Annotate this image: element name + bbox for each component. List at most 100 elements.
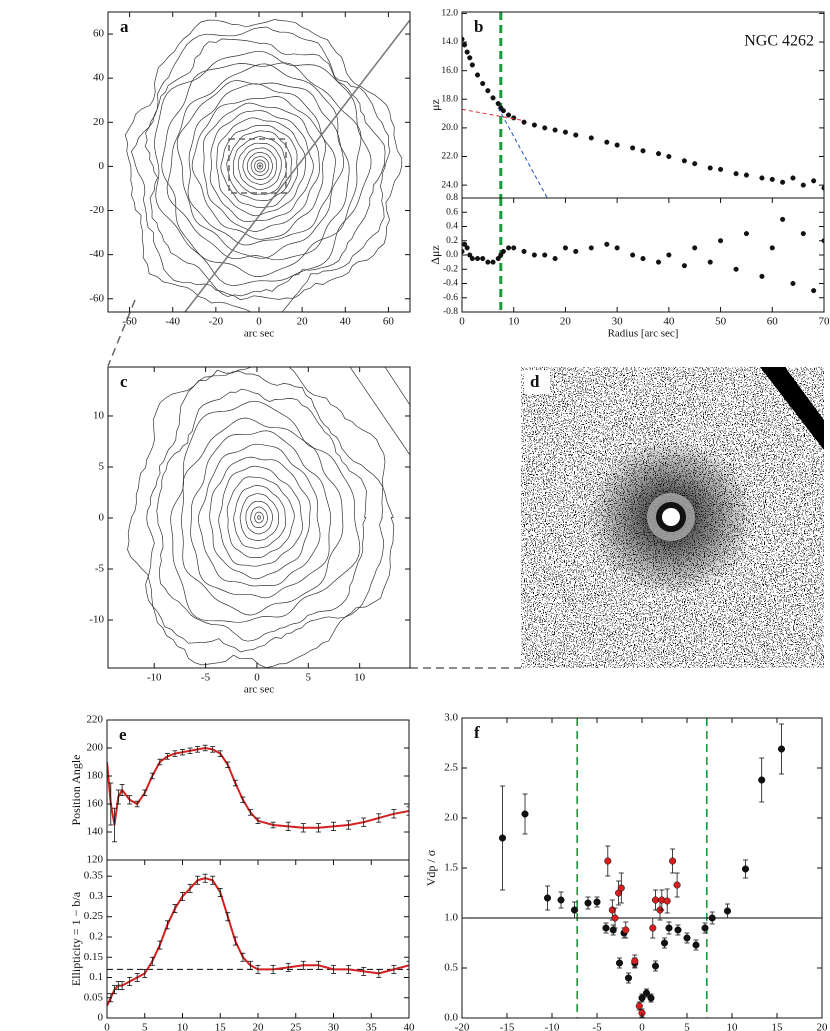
series-line: [107, 877, 409, 1007]
point: [707, 259, 713, 265]
contour: [254, 511, 264, 524]
point: [614, 142, 620, 148]
y-tick-label: -40: [89, 248, 104, 260]
point: [498, 834, 507, 842]
point: [800, 231, 806, 237]
y-tick-label: 20: [93, 116, 105, 128]
plot-area: [124, 19, 410, 312]
x-tick-label: 35: [366, 1022, 378, 1031]
contour: [254, 159, 266, 173]
x-tick-label: -10: [147, 672, 162, 684]
y-tick-label: 0.25: [84, 910, 104, 922]
panel: -60 -40 -20 0 20 40 60 -60 -40 -20 0 20 40 60 arc sec a: [89, 11, 411, 340]
point: [655, 151, 662, 157]
y-tick-label: -0.2: [443, 264, 458, 274]
panel-label: e: [119, 725, 127, 744]
x-tick-label: 30: [328, 1022, 340, 1031]
point: [615, 959, 624, 967]
frame: [107, 11, 411, 313]
x-tick-label: 40: [404, 1022, 416, 1031]
point: [640, 256, 646, 262]
y-tick-label: 160: [87, 798, 104, 810]
point: [743, 231, 749, 237]
point: [624, 974, 633, 982]
frame: [461, 197, 825, 313]
point: [649, 924, 657, 932]
y-tick-label: 24.0: [441, 180, 458, 190]
x-tick-label: 5: [684, 1022, 690, 1031]
y-axis-label: Vdp / σ: [424, 849, 438, 886]
point: [681, 158, 687, 164]
point: [584, 899, 592, 907]
y-tick-label: 2.5: [444, 762, 458, 774]
panel-label: b: [474, 17, 483, 36]
contour: [209, 456, 311, 580]
y-tick-label: 0.2: [89, 931, 103, 943]
x-tick-label: -15: [500, 1022, 515, 1031]
point: [604, 857, 612, 865]
x-tick-label: 15: [772, 1022, 784, 1031]
point: [604, 139, 610, 145]
point: [557, 896, 565, 904]
x-axis-label: arc sec: [244, 684, 274, 696]
point: [638, 994, 646, 1002]
point: [630, 252, 636, 258]
point: [701, 924, 709, 932]
contour: [156, 388, 367, 642]
contour: [187, 83, 336, 246]
y-axis-label: μz: [428, 99, 442, 111]
frame: [106, 859, 410, 1019]
x-tick-label: 0: [254, 672, 260, 684]
point: [741, 865, 750, 873]
x-tick-label: 70: [819, 316, 830, 328]
y-tick-label: 40: [93, 72, 105, 84]
point: [666, 252, 672, 258]
point: [683, 934, 691, 942]
point: [692, 161, 698, 167]
fit-line: [462, 108, 525, 122]
contour: [127, 367, 395, 668]
point: [531, 122, 537, 128]
y-tick-label: 0: [98, 1012, 104, 1024]
y-axis-label: Δμz: [428, 245, 442, 264]
point: [552, 127, 558, 133]
plot-area: [107, 873, 409, 1018]
point: [617, 884, 625, 892]
x-tick-label: -60: [122, 316, 137, 328]
point: [588, 135, 594, 141]
point: [462, 42, 468, 48]
slit: [184, 19, 410, 312]
y-tick-label: 0.05: [84, 991, 104, 1003]
y-tick-label: 140: [87, 826, 104, 838]
zoom-box: [228, 138, 287, 194]
y-tick-label: 0.6: [446, 207, 458, 217]
contour: [161, 62, 362, 277]
point: [562, 129, 568, 135]
point: [635, 1002, 643, 1010]
contour: [190, 430, 332, 599]
point: [521, 119, 527, 125]
point: [759, 175, 765, 181]
point: [692, 941, 700, 949]
point: [631, 957, 639, 965]
point: [666, 153, 672, 160]
point: [511, 245, 517, 251]
point: [640, 148, 646, 154]
point: [573, 132, 579, 138]
panel-label: d: [530, 372, 540, 391]
contour: [166, 63, 350, 261]
contour: [242, 147, 277, 185]
y-axis-label: Position Angle: [69, 754, 83, 825]
panel: 12.0 14.0 16.0 18.0 20.0 22.0 24.0 μz b NGC 4262: [428, 9, 825, 199]
y-tick-label: 180: [87, 770, 104, 782]
label-box: [524, 370, 550, 394]
contour: [191, 96, 326, 240]
y-tick-label: 120: [87, 854, 104, 866]
contour: [154, 50, 372, 286]
point: [467, 55, 473, 61]
y-tick-label: 0.0: [446, 250, 458, 260]
point: [669, 857, 677, 865]
contour: [245, 500, 273, 535]
plot-area: [462, 718, 822, 1018]
plot-area: [521, 367, 824, 668]
